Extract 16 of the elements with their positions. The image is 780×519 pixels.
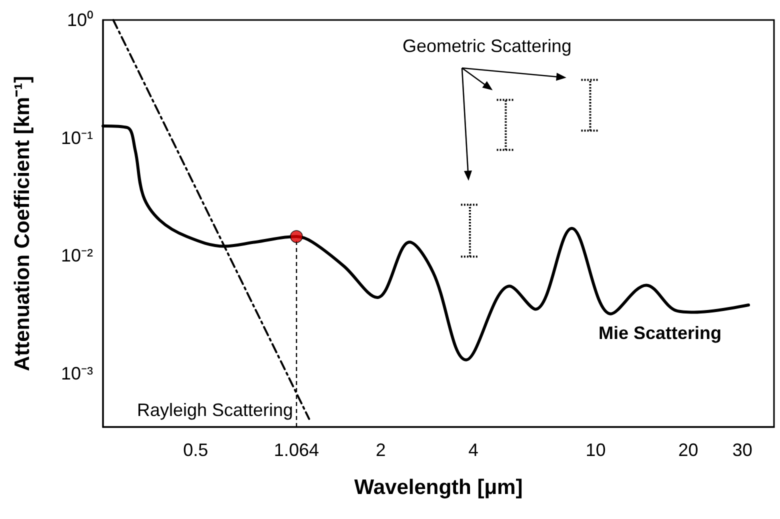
x-tick-label: 20	[678, 440, 698, 460]
x-tick-label: 30	[732, 440, 752, 460]
y-tick-label: 10⁻²	[60, 246, 94, 266]
annotation: Rayleigh Scattering	[136, 400, 294, 420]
x-tick-label: 2	[376, 440, 386, 460]
x-tick-label: 10	[586, 440, 606, 460]
y-tick-label: 10⁰	[66, 10, 93, 30]
x-tick-label: 0.5	[183, 440, 208, 460]
x-tick-label: 1.064	[274, 440, 319, 460]
y-axis-title: Attenuation Coefficient [km⁻¹]	[11, 76, 34, 372]
y-tick-label: 10⁻¹	[60, 128, 94, 148]
x-axis-title: Wavelength [μm]	[354, 476, 523, 499]
annotation: Mie Scattering	[598, 323, 722, 343]
x-tick-label: 4	[468, 440, 478, 460]
y-tick-label: 10⁻³	[60, 363, 94, 384]
annotation: Geometric Scattering	[402, 36, 572, 56]
